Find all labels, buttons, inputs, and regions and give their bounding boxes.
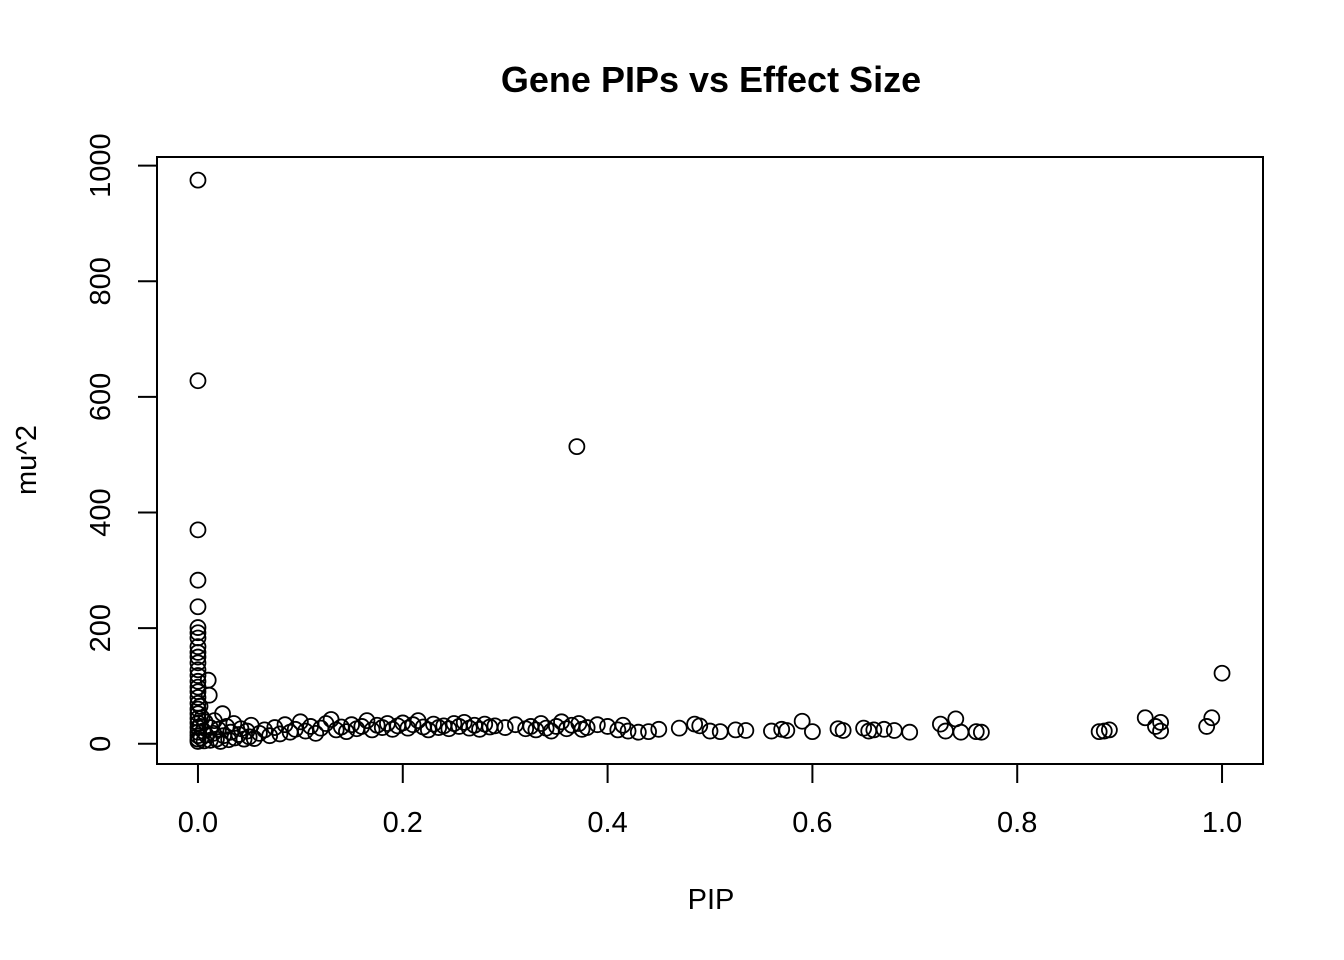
data-point bbox=[568, 438, 586, 456]
data-point bbox=[885, 722, 903, 739]
data-point bbox=[1136, 709, 1154, 727]
data-point bbox=[189, 638, 207, 656]
data-point bbox=[189, 700, 207, 718]
x-tick-label: 0.8 bbox=[997, 807, 1037, 839]
data-point bbox=[875, 720, 893, 738]
data-point bbox=[691, 717, 709, 735]
data-point bbox=[522, 718, 540, 735]
data-point bbox=[189, 644, 207, 661]
data-point bbox=[1203, 709, 1221, 727]
data-point bbox=[486, 717, 504, 735]
data-point bbox=[1152, 722, 1169, 740]
y-tick-label: 600 bbox=[85, 373, 117, 421]
plot-frame bbox=[156, 156, 1264, 765]
data-point bbox=[778, 722, 796, 739]
data-point bbox=[614, 716, 632, 734]
data-point bbox=[1198, 718, 1216, 735]
data-point bbox=[261, 727, 279, 745]
data-point bbox=[599, 718, 616, 735]
data-point bbox=[271, 725, 289, 743]
data-point bbox=[804, 723, 821, 741]
data-point bbox=[363, 721, 381, 739]
data-point bbox=[588, 716, 606, 734]
data-point bbox=[471, 720, 488, 738]
data-point bbox=[609, 721, 627, 739]
data-point bbox=[425, 715, 442, 733]
x-tick-label: 1.0 bbox=[1202, 807, 1242, 839]
data-point bbox=[901, 723, 919, 741]
data-point bbox=[189, 521, 207, 539]
data-point bbox=[450, 718, 468, 735]
x-tick-label: 0.6 bbox=[792, 807, 832, 839]
data-point bbox=[189, 619, 207, 636]
data-point bbox=[1213, 664, 1231, 682]
data-point bbox=[507, 716, 524, 734]
data-point bbox=[189, 648, 207, 666]
data-point bbox=[189, 171, 207, 189]
data-point bbox=[200, 686, 218, 704]
data-point bbox=[640, 723, 657, 741]
data-point bbox=[193, 709, 211, 727]
chart-title: Gene PIPs vs Effect Size bbox=[501, 59, 921, 100]
data-point bbox=[967, 723, 985, 741]
data-point bbox=[496, 719, 514, 736]
data-point bbox=[1147, 718, 1164, 735]
data-point bbox=[189, 624, 207, 642]
data-points bbox=[189, 171, 1231, 750]
data-point bbox=[763, 722, 780, 740]
data-point bbox=[373, 719, 391, 736]
data-point bbox=[578, 719, 596, 736]
data-point bbox=[1100, 721, 1118, 739]
y-tick-label: 0 bbox=[85, 736, 117, 752]
data-point bbox=[196, 713, 214, 731]
y-tick-label: 400 bbox=[85, 488, 117, 536]
data-point bbox=[670, 719, 688, 737]
data-point bbox=[191, 697, 209, 715]
data-point bbox=[865, 721, 883, 739]
data-point bbox=[189, 667, 207, 684]
data-point bbox=[189, 372, 207, 390]
data-point bbox=[419, 721, 437, 739]
data-point bbox=[629, 723, 647, 741]
data-point bbox=[189, 598, 207, 616]
data-point bbox=[793, 712, 811, 730]
data-point bbox=[1090, 723, 1108, 741]
data-point bbox=[737, 722, 755, 739]
data-point bbox=[455, 713, 473, 731]
data-point bbox=[619, 722, 637, 740]
data-point bbox=[343, 716, 360, 734]
x-tick-label: 0.0 bbox=[178, 807, 218, 839]
data-point bbox=[307, 724, 325, 742]
y-axis-label: mu^2 bbox=[11, 425, 43, 495]
data-point bbox=[251, 724, 268, 742]
x-tick-label: 0.4 bbox=[587, 807, 627, 839]
y-tick-label: 1000 bbox=[85, 133, 117, 198]
data-point bbox=[291, 713, 309, 731]
data-point bbox=[952, 723, 970, 741]
data-point bbox=[189, 571, 207, 589]
data-point bbox=[701, 722, 719, 740]
data-point bbox=[711, 723, 729, 741]
data-point bbox=[189, 654, 207, 672]
data-point bbox=[358, 712, 376, 730]
x-axis: 0.0 0.2 0.4 0.6 0.8 1.0 bbox=[178, 763, 1242, 839]
data-point bbox=[834, 722, 852, 739]
data-point bbox=[972, 723, 990, 741]
data-point bbox=[440, 720, 458, 738]
x-axis-label: PIP bbox=[688, 884, 735, 916]
data-point bbox=[189, 672, 207, 690]
data-point bbox=[189, 661, 207, 679]
data-point bbox=[650, 720, 668, 738]
data-point bbox=[1152, 713, 1169, 731]
data-point bbox=[404, 716, 422, 734]
data-point bbox=[727, 721, 745, 739]
y-axis: 0 200 400 600 800 1000 bbox=[85, 133, 158, 752]
data-point bbox=[256, 721, 273, 739]
y-tick-label: 800 bbox=[85, 257, 117, 305]
y-tick-label: 200 bbox=[85, 604, 117, 652]
x-tick-label: 0.2 bbox=[383, 807, 423, 839]
data-point bbox=[189, 689, 207, 706]
